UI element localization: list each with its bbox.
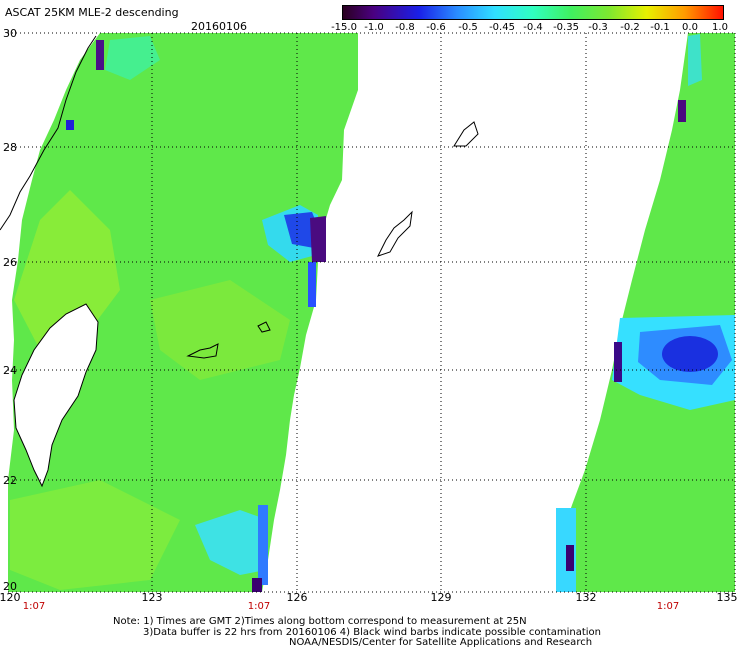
colorbar-label: -0.45 — [489, 22, 515, 33]
footnote-line-2: 3)Data buffer is 22 hrs from 20160106 4)… — [143, 626, 601, 638]
lon-label: 129 — [430, 591, 452, 604]
western-swath-purple-mid — [310, 216, 326, 262]
footnote-line-1: Note: 1) Times are GMT 2)Times along bot… — [113, 616, 527, 627]
lat-label: 20 — [3, 580, 17, 593]
eastern-swath-purple-top — [678, 100, 686, 122]
time-label: 1:07 — [247, 601, 271, 612]
lat-label: 28 — [3, 141, 17, 154]
color-scale-bar — [342, 5, 724, 20]
kyushu-islands — [453, 121, 479, 147]
colorbar-label: -0.8 — [395, 22, 415, 33]
lat-label: 30 — [3, 27, 17, 40]
lon-label: 135 — [716, 591, 738, 604]
western-swath-yellowgreen-3 — [10, 480, 180, 590]
lon-label: 126 — [286, 591, 308, 604]
lon-label: 120 — [0, 591, 21, 604]
lon-label: 123 — [141, 591, 163, 604]
colorbar-label: 0.0 — [682, 22, 698, 33]
eastern-swath-purple-strip — [614, 342, 622, 382]
colorbar-label: -15.0 — [331, 22, 357, 33]
colorbar-label: -0.35 — [553, 22, 579, 33]
eastern-swath-deep-blue — [662, 336, 718, 372]
miyako-island — [257, 321, 271, 333]
northwest-purple-pixel — [66, 120, 74, 130]
taiwan-coast — [13, 303, 99, 488]
lat-label: 22 — [3, 474, 17, 487]
yaeyama-islands — [186, 343, 219, 359]
colorbar-label: -0.5 — [458, 22, 478, 33]
footnote-line-3: NOAA/NESDIS/Center for Satellite Applica… — [289, 637, 593, 648]
eastern-swath-purple-bottom — [566, 545, 574, 571]
china-coast — [0, 35, 97, 231]
colorbar-label: -0.4 — [523, 22, 543, 33]
colorbar-label: -1.0 — [364, 22, 384, 33]
time-label: 1:07 — [22, 601, 46, 612]
western-swath-cyan-bottom — [195, 510, 268, 575]
chart-title: ASCAT 25KM MLE-2 descending — [5, 6, 179, 19]
chart-date: 20160106 — [191, 20, 247, 33]
eastern-swath-cyan-top — [688, 34, 702, 86]
footnotes: Note: 1) Times are GMT 2)Times along bot… — [113, 616, 601, 649]
western-swath-yellowgreen — [14, 190, 120, 350]
lat-label: 26 — [3, 256, 17, 269]
coastlines — [0, 35, 479, 488]
northwest-purple-pixel-2 — [96, 40, 104, 70]
colorbar-label: -0.3 — [588, 22, 608, 33]
western-swath-blue-strip — [308, 262, 316, 307]
colorbar-label: -0.2 — [620, 22, 640, 33]
western-swath-cyan-top — [105, 36, 160, 80]
colorbar-label: -0.6 — [426, 22, 446, 33]
western-swath-blue-bottom — [258, 505, 268, 585]
lat-label: 24 — [3, 364, 17, 377]
colorbar-label: -0.1 — [650, 22, 670, 33]
lon-label: 132 — [575, 591, 597, 604]
eastern-swath-green — [556, 33, 735, 592]
colorbar-label: 1.0 — [712, 22, 728, 33]
time-label: 1:07 — [656, 601, 680, 612]
western-swath-purple-bottom — [252, 578, 262, 592]
okinawa-islands — [377, 210, 413, 257]
western-swath-yellowgreen-2 — [150, 280, 290, 380]
